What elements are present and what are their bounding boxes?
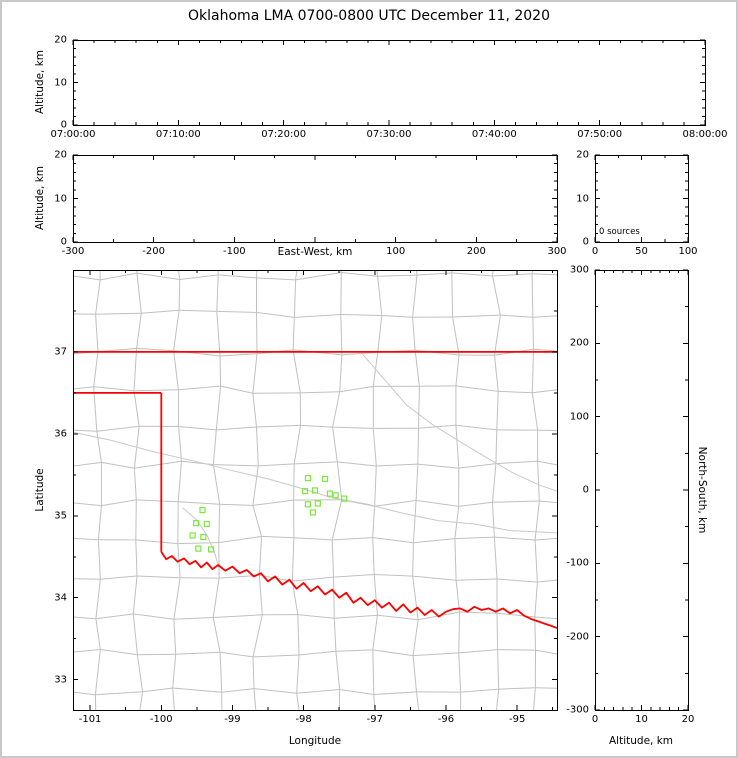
lma-station-marker bbox=[332, 492, 339, 499]
lma-station-marker bbox=[326, 490, 333, 497]
ns-height-xlabel: Altitude, km bbox=[608, 735, 674, 747]
lma-station-marker bbox=[195, 545, 202, 552]
source-count-annotation: 0 sources bbox=[599, 227, 640, 237]
lma-station-marker bbox=[309, 509, 316, 516]
lma-station-marker bbox=[189, 532, 196, 539]
ew-height-ylabel: Altitude, km bbox=[34, 165, 46, 231]
lma-station-marker bbox=[304, 475, 311, 482]
ew-height-xlabel: East-West, km bbox=[277, 246, 353, 258]
lma-station-marker bbox=[321, 475, 329, 482]
lma-station-marker bbox=[314, 500, 321, 507]
ns-height-ylabel: North-South, km bbox=[696, 446, 708, 534]
lma-station-marker bbox=[193, 520, 200, 527]
lma-station-marker bbox=[200, 533, 207, 541]
lma-station-marker bbox=[311, 487, 319, 494]
lma-station-marker bbox=[341, 495, 348, 502]
lma-station-marker bbox=[203, 520, 210, 528]
map-xlabel: Longitude bbox=[288, 735, 342, 747]
lma-station-marker bbox=[208, 546, 215, 553]
time-height-ylabel: Altitude, km bbox=[34, 49, 46, 115]
map-ylabel: Latitude bbox=[34, 468, 46, 512]
lma-station-marker bbox=[301, 488, 309, 495]
lma-station-marker bbox=[199, 507, 206, 514]
plot-title: Oklahoma LMA 0700-0800 UTC December 11, … bbox=[188, 8, 550, 24]
lma-station-marker bbox=[304, 501, 311, 508]
